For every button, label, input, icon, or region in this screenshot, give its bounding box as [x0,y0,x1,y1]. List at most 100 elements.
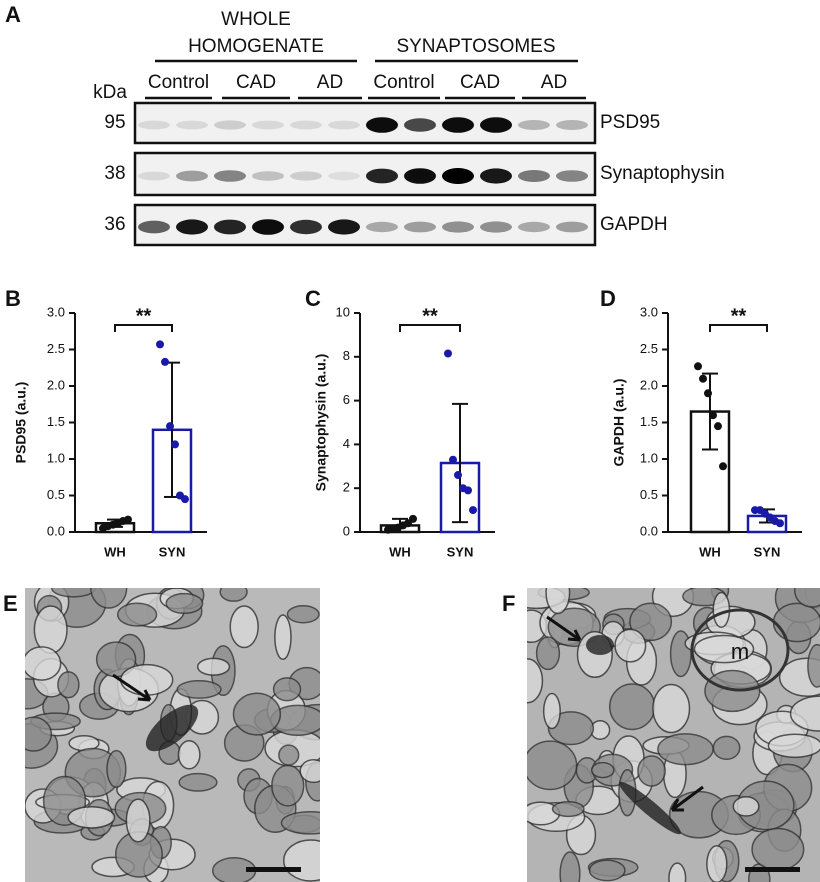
vesicle [280,810,320,835]
group-label: SYNAPTOSOMES [396,36,555,57]
vesicle [57,671,80,699]
data-point [409,514,417,523]
vesicle [668,862,687,882]
y-tick-label: 10 [336,304,350,319]
blot-band [290,219,322,235]
texture [527,588,820,882]
subgroup-label: AD [317,72,343,93]
micrographs: m [25,588,820,882]
vesicle [178,772,218,792]
blot-band [214,219,246,235]
y-tick-label: 0 [343,523,350,538]
blot-band [214,120,246,130]
y-tick-label: 1.0 [640,450,658,465]
blot-band [518,221,550,233]
blot-band [480,221,512,233]
vesicle [767,733,820,759]
blot-band [138,120,170,130]
blot-strip [133,101,597,145]
vesicle [25,646,62,681]
blot-band [328,120,360,130]
y-tick-label: 0.0 [640,523,658,538]
subgroup-label: CAD [460,72,500,93]
mitochondrion [690,608,790,692]
error-bar [452,402,468,524]
vesicle [282,839,320,882]
x-tick-label: WH [104,544,126,559]
blot-band [366,221,398,233]
subgroup-label: AD [541,72,567,93]
vesicle [196,657,231,676]
blot-band [328,219,360,235]
blot-band [518,170,550,182]
arrow [670,785,704,812]
significance-label: ** [136,305,152,327]
significance-bracket [114,324,173,332]
vesicle [271,764,305,807]
vesicle [807,643,820,688]
micrograph-label: m [731,639,749,664]
vesicle [772,602,820,643]
panel-label: D [600,286,616,311]
data-point [709,411,717,420]
synapse [619,781,681,835]
data-point [454,471,462,480]
panel-label: A [5,2,21,27]
x-tick-label: SYN [754,544,781,559]
x-tick-label: SYN [159,544,186,559]
y-tick-label: 4 [343,436,350,451]
blot-band [176,219,208,235]
blot-band [176,170,208,182]
significance-bracket [709,324,768,332]
x-tick-label: WH [699,544,721,559]
data-point [694,362,702,371]
vesicle [590,761,615,779]
panel-label: E [3,591,18,616]
x-tick-label: SYN [447,544,474,559]
data-point [704,389,712,398]
vesicle [25,716,53,752]
data-point [449,455,457,464]
panel-label: B [5,286,21,311]
significance-bracket [399,324,461,332]
blot-band [404,221,436,233]
blot-band [442,221,474,233]
vesicle [67,805,116,829]
kda-label: kDa [93,82,127,103]
blot-band [252,120,284,130]
blot-band [404,168,436,184]
data-point [464,486,472,495]
blot-band [556,120,588,130]
blot-band [252,171,284,181]
protein-label: GAPDH [600,214,668,235]
group-label: HOMOGENATE [188,36,324,57]
arrow [112,673,152,702]
vesicle [232,692,282,736]
data-point [166,422,174,431]
data-point [469,506,477,515]
vesicle [299,758,320,784]
vesicle [657,733,714,766]
blot-band [442,117,474,133]
kda-value: 38 [104,163,125,184]
vesicle [274,614,292,661]
blot-strip [133,203,597,247]
vesicle [219,588,248,602]
vesicle [272,677,302,702]
texture [25,588,320,882]
vesicle [629,602,673,642]
data-point [444,349,452,358]
vesicle [177,739,201,770]
scale-bar [745,867,800,872]
y-tick-label: 3.0 [47,304,65,319]
vesicle [229,605,259,649]
vesicle [33,605,68,654]
data-point [181,495,189,504]
blot-band [518,120,550,130]
data-point [156,340,164,349]
vesicle [712,735,741,761]
blot-band [404,118,436,132]
vesicle [545,588,571,615]
blot-band [442,168,474,184]
